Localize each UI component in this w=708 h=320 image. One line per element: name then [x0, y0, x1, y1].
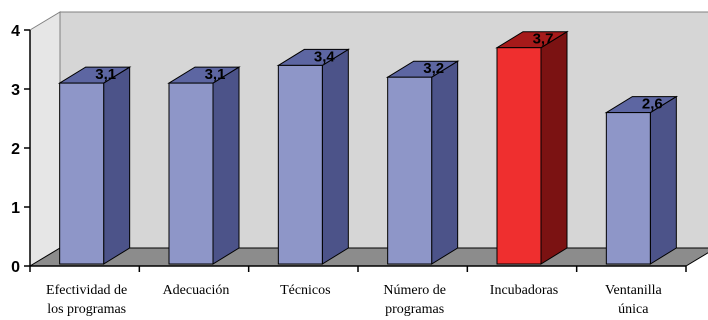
category-label: Número de programas: [383, 283, 446, 317]
value-label: 2,6: [642, 96, 663, 113]
bar-side: [212, 66, 240, 265]
bar-front: [168, 82, 214, 265]
bar: [604, 95, 679, 265]
y-tick-label: 2: [11, 141, 20, 158]
value-label: 3,7: [533, 31, 554, 48]
category-label: Adecuación: [163, 283, 230, 298]
category-label: Efectividad de los programas: [46, 283, 127, 317]
value-label: 3,4: [314, 48, 336, 65]
chart-side-wall: [29, 11, 61, 267]
bar-front: [387, 76, 433, 265]
bar: [495, 30, 569, 265]
bar-front: [277, 64, 323, 265]
bar-side: [321, 48, 349, 265]
bar-side: [103, 66, 131, 265]
y-axis: 0 1 2 3 4: [11, 23, 687, 276]
category-label: Incubadoras: [490, 283, 558, 298]
category-label: Ventanilla única: [605, 283, 663, 317]
category-label-line: programas: [385, 302, 444, 317]
y-tick-label: 1: [11, 200, 20, 217]
bar: [276, 48, 351, 265]
category-label-line: única: [618, 302, 649, 317]
bar-front: [59, 82, 105, 265]
x-axis-labels: Efectividad de los programas Adecuación Téc…: [46, 283, 662, 317]
bar-side: [540, 30, 568, 265]
value-label: 3,1: [205, 66, 226, 83]
category-label-line: los programas: [47, 302, 126, 317]
bar-front: [605, 112, 651, 265]
category-label-line: Ventanilla: [605, 283, 663, 298]
chart-bars: [57, 30, 679, 265]
y-tick-label: 0: [11, 259, 20, 276]
category-label-line: Número de: [383, 283, 446, 298]
bar: [385, 60, 460, 265]
y-tick-label: 3: [11, 82, 20, 99]
category-label-line: Técnicos: [280, 283, 331, 298]
category-label-line: Efectividad de: [46, 283, 127, 298]
y-tick-label: 4: [11, 23, 20, 40]
bar: [167, 66, 241, 265]
value-labels: 3,1 3,1 3,4 3,2 3,7 2,6: [95, 31, 663, 113]
category-label-line: Adecuación: [163, 283, 230, 298]
bar-side: [649, 95, 677, 265]
value-label: 3,2: [423, 60, 444, 77]
bar: [57, 66, 132, 265]
value-label: 3,1: [95, 66, 116, 83]
bar-front: [496, 47, 542, 265]
category-label: Técnicos: [280, 283, 331, 298]
bar-side: [431, 60, 459, 265]
category-label-line: Incubadoras: [490, 283, 558, 298]
